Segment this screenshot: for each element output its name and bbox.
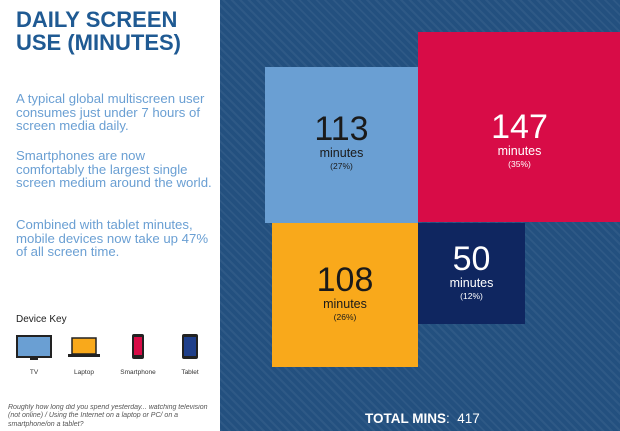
tv-icon (16, 335, 52, 360)
device-label-laptop: Laptop (74, 369, 94, 376)
device-key-title: Device Key (16, 314, 67, 325)
tile-tv-unit: minutes (319, 146, 364, 160)
tile-tv-value: 113 (314, 110, 369, 148)
tile-tablet-unit: minutes (449, 276, 494, 290)
tile-tablet-value: 50 (452, 240, 491, 278)
tile-smartphone: 147 minutes (35%) (418, 32, 620, 222)
total-value: 417 (457, 411, 480, 426)
tile-laptop-unit: minutes (323, 297, 367, 311)
chart-panel: 113 minutes (27%) 147 minutes (35%) 108 … (220, 0, 620, 431)
laptop-icon (68, 337, 100, 357)
total-minutes: TOTAL MINS: 417 (365, 411, 605, 426)
tile-tablet-percent: (12%) (460, 291, 483, 301)
left-panel: DAILY SCREEN USE (MINUTES) A typical glo… (0, 0, 220, 431)
tile-laptop-value: 108 (316, 261, 374, 299)
device-key-smartphone: Smartphone (113, 332, 163, 380)
device-key-tv: TV (9, 332, 59, 380)
total-label: TOTAL MINS (365, 411, 446, 426)
total-separator: : (446, 411, 450, 426)
tile-smartphone-percent: (35%) (508, 159, 531, 169)
title-line-2: USE (MINUTES) (16, 30, 181, 55)
page-title: DAILY SCREEN USE (MINUTES) (16, 8, 216, 54)
tile-smartphone-value: 147 (491, 108, 548, 146)
intro-paragraph-3: Combined with tablet minutes, mobile dev… (16, 217, 209, 260)
smartphone-icon (132, 334, 144, 359)
tile-tv: 113 minutes (27%) (265, 67, 418, 223)
intro-paragraph-2: Smartphones are now comfortably the larg… (16, 148, 212, 191)
tablet-icon (182, 334, 198, 359)
intro-paragraph-1: A typical global multiscreen user consum… (16, 91, 205, 134)
device-key-tablet: Tablet (165, 332, 215, 380)
title-line-1: DAILY SCREEN (16, 7, 178, 32)
device-label-smartphone: Smartphone (120, 369, 156, 376)
tile-tablet: 50 minutes (12%) (418, 223, 525, 324)
device-label-tablet: Tablet (181, 369, 199, 376)
tile-laptop: 108 minutes (26%) (272, 223, 418, 367)
tile-tv-percent: (27%) (330, 161, 353, 171)
device-label-tv: TV (29, 369, 39, 376)
tile-smartphone-unit: minutes (497, 144, 542, 158)
footnote: Roughly how long did you spend yesterday… (8, 404, 208, 428)
device-key-laptop: Laptop (59, 332, 109, 380)
tile-laptop-percent: (26%) (333, 312, 357, 322)
